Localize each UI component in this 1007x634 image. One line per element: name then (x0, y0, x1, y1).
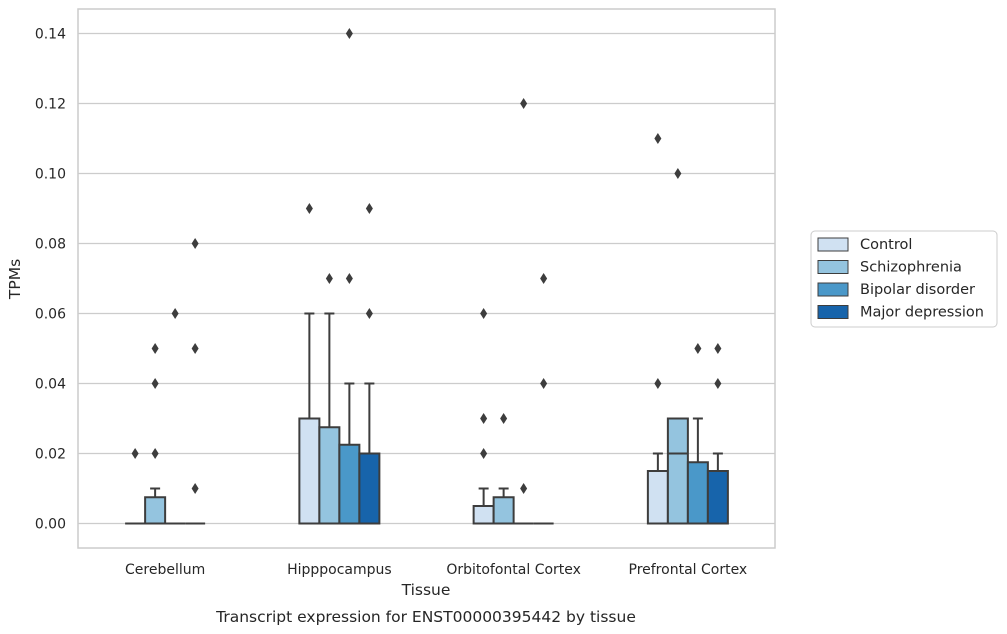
outlier-point (365, 203, 373, 214)
y-tick-label: 0.08 (35, 237, 66, 253)
legend-swatch (817, 282, 849, 297)
y-tick-label: 0.06 (35, 307, 66, 323)
box-major-depression (358, 203, 381, 525)
x-axis-label: Tissue (401, 581, 451, 599)
box-schizophrenia (492, 413, 515, 525)
box-bipolar-disorder (513, 98, 534, 525)
legend-label: Control (860, 237, 912, 253)
box-body (492, 496, 515, 525)
chart-caption: Transcript expression for ENST0000039544… (215, 608, 636, 626)
plot-frame (77, 8, 776, 549)
y-tick-labels: 0.00 0.02 0.04 0.06 0.08 0.10 0.12 0.14 (35, 27, 66, 533)
legend-label: Schizophrenia (860, 260, 962, 276)
outlier-point (191, 238, 199, 249)
legend-frame (810, 230, 998, 328)
outlier-point (654, 133, 662, 144)
box-body (338, 443, 361, 525)
outlier-point (365, 308, 373, 319)
y-tick-label: 0.12 (35, 97, 66, 113)
y-tick-label: 0.14 (35, 27, 66, 43)
box-bipolar-disorder (686, 343, 709, 525)
box-schizophrenia (318, 273, 341, 525)
outlier-point (714, 378, 722, 389)
outlier-point (171, 308, 179, 319)
y-tick-label: 0.04 (35, 377, 66, 393)
x-tick-label: Orbitofontal Cortex (446, 562, 581, 578)
box-body (706, 470, 729, 525)
y-tick-label: 0.02 (35, 447, 66, 463)
outlier-point (345, 28, 353, 39)
outlier-point (694, 343, 702, 354)
legend-swatch (817, 237, 849, 252)
box-major-depression (706, 343, 729, 525)
legend-swatch (817, 260, 849, 274)
box-body (646, 470, 669, 525)
outlier-point (480, 308, 488, 319)
outlier-point (345, 273, 353, 284)
box-control (125, 448, 146, 525)
outlier-point (151, 448, 159, 459)
outlier-point (325, 273, 333, 284)
box-schizophrenia (666, 168, 689, 525)
legend: Control Schizophrenia Bipolar disorder Majo… (810, 230, 998, 328)
box-body (144, 496, 167, 525)
x-tick-label: Prefrontal Cortex (629, 562, 748, 578)
box-body (666, 417, 689, 525)
box-bipolar-disorder (165, 308, 186, 525)
y-tick-label: 0.00 (35, 517, 66, 533)
outlier-point (674, 168, 682, 179)
box-body (686, 461, 709, 525)
box-control (646, 133, 669, 525)
box-body (472, 505, 495, 525)
legend-swatch (817, 305, 849, 319)
box-body (358, 452, 381, 525)
box-schizophrenia (144, 343, 167, 525)
outlier-point (540, 273, 548, 284)
outlier-point (151, 343, 159, 354)
box-bipolar-disorder (338, 28, 361, 525)
outlier-point (500, 413, 508, 424)
y-axis-label: TPMs (6, 259, 24, 300)
x-tick-label: Hipppocampus (287, 562, 392, 578)
outlier-point (654, 378, 662, 389)
box-control (298, 203, 321, 525)
outlier-point (191, 343, 199, 354)
legend-label: Bipolar disorder (860, 282, 975, 298)
outlier-point (540, 378, 548, 389)
legend-label: Major depression (860, 305, 984, 321)
x-tick-label: Cerebellum (125, 562, 205, 578)
outlier-point (151, 378, 159, 389)
box-control (472, 308, 495, 525)
box-body (318, 426, 341, 525)
x-tick-labels: Cerebellum Hipppocampus Orbitofontal Corte… (125, 562, 747, 578)
outlier-point (131, 448, 139, 459)
box-major-depression (185, 238, 206, 525)
outlier-point (480, 448, 488, 459)
y-tick-label: 0.10 (35, 167, 66, 183)
outlier-point (520, 483, 528, 494)
outlier-point (714, 343, 722, 354)
outlier-point (480, 413, 488, 424)
outlier-point (520, 98, 528, 109)
box-series (125, 28, 729, 525)
box-body (298, 417, 321, 525)
box-major-depression (533, 273, 554, 525)
outlier-point (191, 483, 199, 494)
outlier-point (305, 203, 313, 214)
